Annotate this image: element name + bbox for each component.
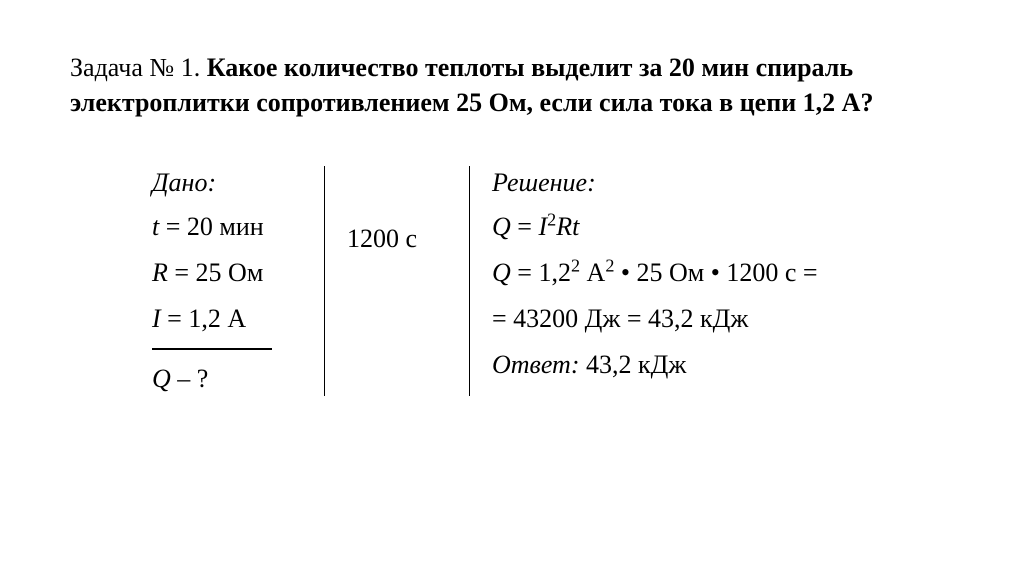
given-i: I = 1,2 А: [152, 304, 302, 334]
divider-line: [152, 348, 272, 350]
solution-block: Дано: t = 20 мин R = 25 Ом I = 1,2 А Q –…: [70, 160, 954, 402]
solution-column: Решение: Q = I2Rt Q = 1,22 А2 • 25 Ом • …: [470, 160, 954, 402]
solution-heading: Решение:: [492, 168, 932, 198]
given-heading: Дано:: [152, 168, 302, 198]
conversion-column: 1200 с: [325, 160, 469, 402]
solution-formula: Q = I2Rt: [492, 212, 932, 242]
given-r: R = 25 Ом: [152, 258, 302, 288]
problem-label: Задача № 1.: [70, 53, 207, 82]
conversion-t: 1200 с: [347, 224, 447, 254]
solution-answer: Ответ: 43,2 кДж: [492, 350, 932, 380]
given-t: t = 20 мин: [152, 212, 302, 242]
page: Задача № 1. Какое количество теплоты выд…: [0, 0, 1024, 442]
solution-calc2: = 43200 Дж = 43,2 кДж: [492, 304, 932, 334]
solution-calc1: Q = 1,22 А2 • 25 Ом • 1200 с =: [492, 258, 932, 288]
given-find: Q – ?: [152, 364, 302, 394]
given-column: Дано: t = 20 мин R = 25 Ом I = 1,2 А Q –…: [130, 160, 324, 402]
problem-statement: Задача № 1. Какое количество теплоты выд…: [70, 50, 954, 120]
